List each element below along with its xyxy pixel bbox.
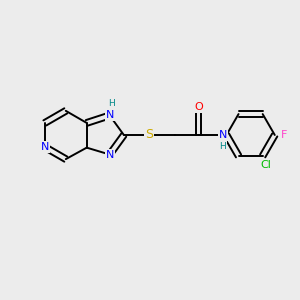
Text: S: S: [145, 128, 153, 142]
Text: Cl: Cl: [261, 160, 272, 170]
Text: F: F: [280, 130, 287, 140]
Text: N: N: [41, 142, 49, 152]
Text: H: H: [220, 142, 226, 151]
Text: N: N: [219, 130, 227, 140]
Text: O: O: [194, 102, 203, 112]
Text: H: H: [108, 99, 115, 108]
Text: N: N: [106, 149, 114, 160]
Text: N: N: [106, 110, 114, 121]
